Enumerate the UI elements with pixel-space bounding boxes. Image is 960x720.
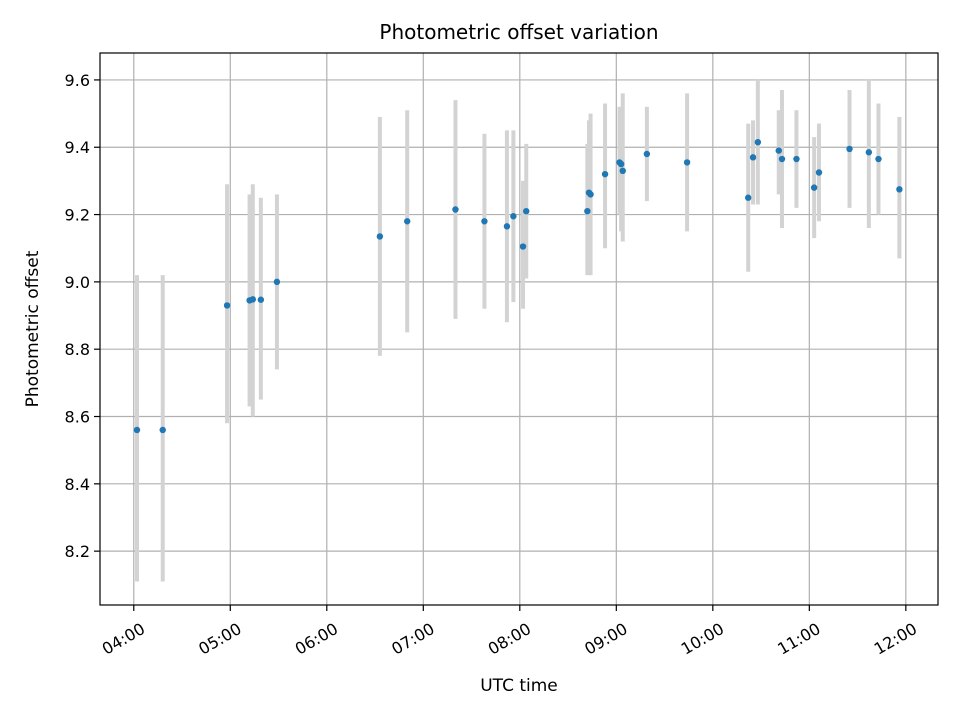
data-point bbox=[619, 167, 626, 175]
x-tick-label: 04:00 bbox=[99, 619, 148, 659]
x-tick-label: 08:00 bbox=[485, 619, 534, 659]
data-points bbox=[133, 138, 903, 434]
x-tick-label: 10:00 bbox=[678, 619, 727, 659]
data-point bbox=[249, 296, 257, 303]
data-point bbox=[683, 159, 691, 166]
data-point bbox=[875, 155, 882, 163]
data-point bbox=[523, 207, 530, 215]
data-point bbox=[503, 223, 511, 230]
data-point bbox=[510, 213, 517, 220]
error-bars bbox=[134, 79, 902, 582]
x-tick-label: 06:00 bbox=[292, 619, 341, 659]
data-point bbox=[273, 278, 281, 286]
data-point bbox=[865, 149, 873, 156]
x-tick-label: 07:00 bbox=[388, 619, 437, 659]
y-tick-label: 9.2 bbox=[65, 206, 90, 225]
data-point bbox=[584, 207, 591, 215]
y-tick-label: 8.4 bbox=[65, 475, 90, 494]
x-axis-ticks: 04:00 05:00 06:00 07:00 08:00 09:00 10:00 11:00… bbox=[99, 605, 920, 659]
data-point bbox=[896, 186, 903, 193]
grid-lines bbox=[100, 53, 938, 605]
data-point bbox=[481, 218, 488, 225]
data-point bbox=[404, 218, 411, 225]
data-point bbox=[793, 155, 800, 163]
data-point bbox=[376, 233, 384, 240]
x-tick-label: 11:00 bbox=[774, 619, 823, 659]
data-point bbox=[810, 184, 818, 191]
data-point bbox=[159, 426, 166, 434]
data-point bbox=[745, 194, 752, 201]
data-point bbox=[643, 150, 651, 158]
x-axis-label: UTC time bbox=[480, 676, 558, 696]
plot-area-frame bbox=[99, 52, 939, 606]
data-point bbox=[778, 155, 786, 163]
x-tick-label: 09:00 bbox=[581, 619, 630, 659]
data-point bbox=[749, 154, 757, 161]
y-tick-label: 8.2 bbox=[65, 542, 90, 561]
data-point bbox=[519, 243, 527, 250]
y-tick-label: 9.0 bbox=[65, 273, 90, 292]
data-point bbox=[257, 296, 265, 303]
data-point bbox=[452, 206, 459, 213]
y-axis-ticks: 8.2 8.4 8.6 8.8 9.0 9.2 9.4 9.6 bbox=[65, 71, 100, 561]
x-tick-label: 05:00 bbox=[195, 619, 244, 659]
data-point bbox=[846, 145, 853, 153]
y-tick-label: 8.8 bbox=[65, 340, 90, 359]
y-tick-label: 9.6 bbox=[65, 71, 90, 90]
data-point bbox=[815, 169, 823, 176]
data-point bbox=[587, 191, 594, 198]
data-point bbox=[133, 426, 141, 434]
data-point bbox=[617, 160, 625, 168]
y-tick-label: 8.6 bbox=[65, 408, 90, 427]
data-point bbox=[754, 138, 762, 146]
data-point bbox=[223, 302, 231, 309]
data-point bbox=[601, 170, 609, 178]
y-axis-label: Photometric offset bbox=[23, 250, 43, 407]
y-tick-label: 9.4 bbox=[65, 138, 90, 157]
data-point bbox=[775, 147, 782, 154]
x-tick-label: 12:00 bbox=[871, 619, 920, 659]
chart-title: Photometric offset variation bbox=[379, 20, 658, 44]
